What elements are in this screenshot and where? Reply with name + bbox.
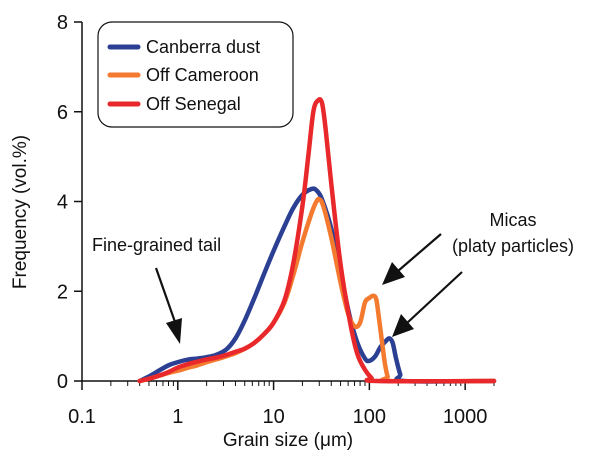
y-tick-labels: 0 2 4 6 8 — [57, 12, 68, 393]
series-line-off-cameroon — [137, 196, 497, 384]
x-tick-label: 0.1 — [68, 406, 96, 428]
x-minor-ticks — [110, 381, 495, 386]
x-axis-title: Grain size (μm) — [223, 430, 353, 451]
series-line-canberra-dust — [137, 186, 497, 384]
annotation-fine-grained-tail: Fine-grained tail — [92, 235, 221, 255]
y-tick-label: 8 — [57, 12, 68, 34]
x-tick-label: 100 — [353, 406, 386, 428]
arrow-micas-canberra — [392, 271, 463, 337]
annotations: Fine-grained tail Micas (platy particles… — [92, 210, 574, 344]
legend-label-off-cameroon: Off Cameroon — [146, 65, 259, 85]
x-tick-label: 1 — [172, 406, 183, 428]
legend-label-canberra-dust: Canberra dust — [146, 37, 260, 57]
annotation-micas: Micas — [489, 210, 536, 230]
y-tick-label: 2 — [57, 281, 68, 303]
y-axis-title: Frequency (vol.%) — [10, 135, 31, 289]
arrow-fine-grained-tail — [154, 267, 182, 344]
annotation-platy-particles: (platy particles) — [452, 236, 574, 256]
arrow-micas-cameroon — [382, 233, 442, 285]
x-tick-label: 10 — [262, 406, 284, 428]
y-ticks — [74, 21, 82, 382]
legend-box — [97, 21, 294, 128]
series-layer — [137, 97, 497, 384]
y-tick-label: 6 — [57, 102, 68, 124]
y-tick-label: 4 — [57, 192, 68, 214]
series-line-off-senegal — [137, 97, 497, 384]
x-tick-labels: 0.1 1 10 100 1000 — [68, 406, 487, 428]
x-tick-label: 1000 — [443, 406, 488, 428]
legend-label-off-senegal: Off Senegal — [146, 94, 241, 114]
legend: Canberra dust Off Cameroon Off Senegal — [97, 21, 294, 128]
y-tick-label: 0 — [57, 371, 68, 393]
